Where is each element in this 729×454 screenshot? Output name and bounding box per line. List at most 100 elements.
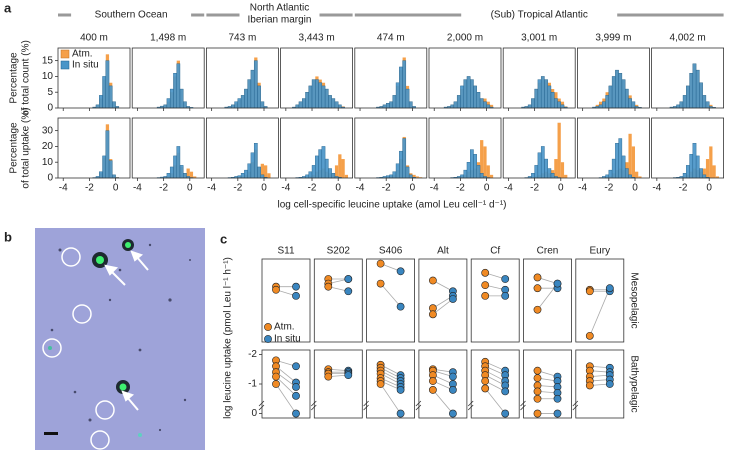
histogram-bar — [705, 159, 710, 178]
dot — [428, 386, 437, 394]
y-axis-label: Percentage — [9, 52, 20, 104]
histogram-bar — [328, 168, 332, 179]
pair-line — [275, 376, 297, 397]
x-tick-label: -4 — [356, 183, 365, 194]
plot-frame — [418, 349, 468, 419]
histogram-bar — [183, 173, 187, 179]
dot — [533, 387, 542, 396]
x-tick-label: 0 — [410, 183, 416, 194]
histogram-bar — [112, 101, 116, 109]
x-tick-label: -2 — [308, 183, 317, 194]
plot-frame — [131, 47, 205, 109]
histogram-bar — [250, 152, 255, 179]
histogram-bar — [534, 88, 539, 109]
x-tick-label: 0 — [187, 183, 193, 194]
x-tick-label: -2 — [85, 183, 94, 194]
histogram-bar — [598, 104, 603, 109]
histogram-bar — [557, 101, 562, 109]
x-tick-label: 0 — [113, 183, 119, 194]
histogram-bar — [608, 85, 613, 109]
histogram-bar — [163, 104, 168, 109]
region-label: Southern Ocean — [95, 10, 168, 21]
plot-frame — [470, 349, 520, 419]
histogram-bar — [466, 76, 471, 109]
histogram-bar — [544, 79, 548, 109]
histogram-bar — [415, 176, 419, 178]
histogram-bar — [392, 171, 397, 179]
x-tick-label: 0 — [632, 183, 638, 194]
histogram-bar — [260, 101, 265, 109]
histogram-bar — [473, 154, 477, 179]
y-axis-label: of total count (%) — [21, 40, 32, 116]
x-tick-label: -4 — [430, 183, 439, 194]
histogram-bar — [105, 130, 110, 179]
legend-label: Atm. — [274, 322, 295, 333]
dot — [501, 291, 510, 300]
dot — [344, 287, 353, 296]
histogram-bar — [628, 174, 632, 179]
histogram-bar — [547, 85, 552, 109]
dot — [428, 377, 437, 385]
dot — [533, 305, 542, 314]
histogram-bar — [460, 85, 464, 109]
histogram-bar — [247, 163, 252, 179]
column-label: Alt — [437, 246, 449, 257]
histogram-bar — [608, 169, 613, 179]
dot — [448, 409, 457, 418]
dot — [272, 372, 280, 381]
histogram-bar — [99, 95, 103, 109]
y-tick-label: 0 — [251, 408, 257, 419]
axis-break — [467, 400, 474, 411]
pair-line — [484, 388, 506, 414]
histogram-bar — [234, 101, 239, 109]
histogram-bar — [463, 79, 468, 109]
pair-line — [380, 283, 401, 307]
histogram-bar — [476, 165, 481, 179]
histogram-bar — [554, 98, 558, 109]
histogram-bar — [702, 174, 707, 179]
x-tick-label: -2 — [382, 183, 391, 194]
histogram-bar — [173, 155, 177, 179]
pair-line — [275, 383, 297, 414]
histogram-bar — [531, 173, 535, 179]
x-tick-label: -2 — [456, 183, 465, 194]
histogram-bar — [611, 76, 616, 109]
legend-dot — [264, 335, 272, 343]
histogram-bar — [695, 155, 700, 179]
plot-frame — [313, 258, 363, 343]
dot — [292, 362, 300, 371]
x-tick-label: 0 — [335, 183, 341, 194]
histogram-bar — [695, 69, 700, 109]
plot-frame — [502, 117, 576, 179]
dot — [292, 282, 300, 291]
x-tick-label: -4 — [281, 183, 290, 194]
histogram-bar — [253, 143, 258, 179]
dot — [448, 386, 457, 394]
plot-frame — [523, 258, 572, 343]
histogram-bar — [295, 104, 300, 109]
histogram-bar — [324, 158, 329, 179]
legend-label: In situ — [72, 60, 99, 71]
histogram-bar — [260, 163, 264, 178]
histogram-bar — [389, 101, 393, 109]
histogram-bar — [264, 165, 268, 178]
legend-label: Atm. — [72, 49, 93, 60]
histogram-bar — [635, 171, 639, 178]
histogram-bar — [260, 174, 265, 179]
histogram-bar — [341, 159, 345, 178]
histogram-bar — [247, 79, 252, 109]
x-tick-label: -4 — [578, 183, 587, 194]
histogram-bar — [193, 176, 197, 178]
plot-frame — [354, 47, 428, 109]
histogram-bar — [298, 101, 303, 109]
dot — [428, 276, 437, 285]
dot — [324, 372, 333, 381]
histogram-bar — [476, 92, 481, 109]
histogram-bar — [305, 92, 309, 109]
histogram-bar — [399, 150, 403, 179]
histogram-bar — [550, 173, 555, 179]
histogram-bar — [244, 169, 248, 179]
histogram-bar — [402, 60, 407, 109]
histogram-bar — [689, 73, 694, 109]
histogram-bar — [682, 173, 687, 179]
